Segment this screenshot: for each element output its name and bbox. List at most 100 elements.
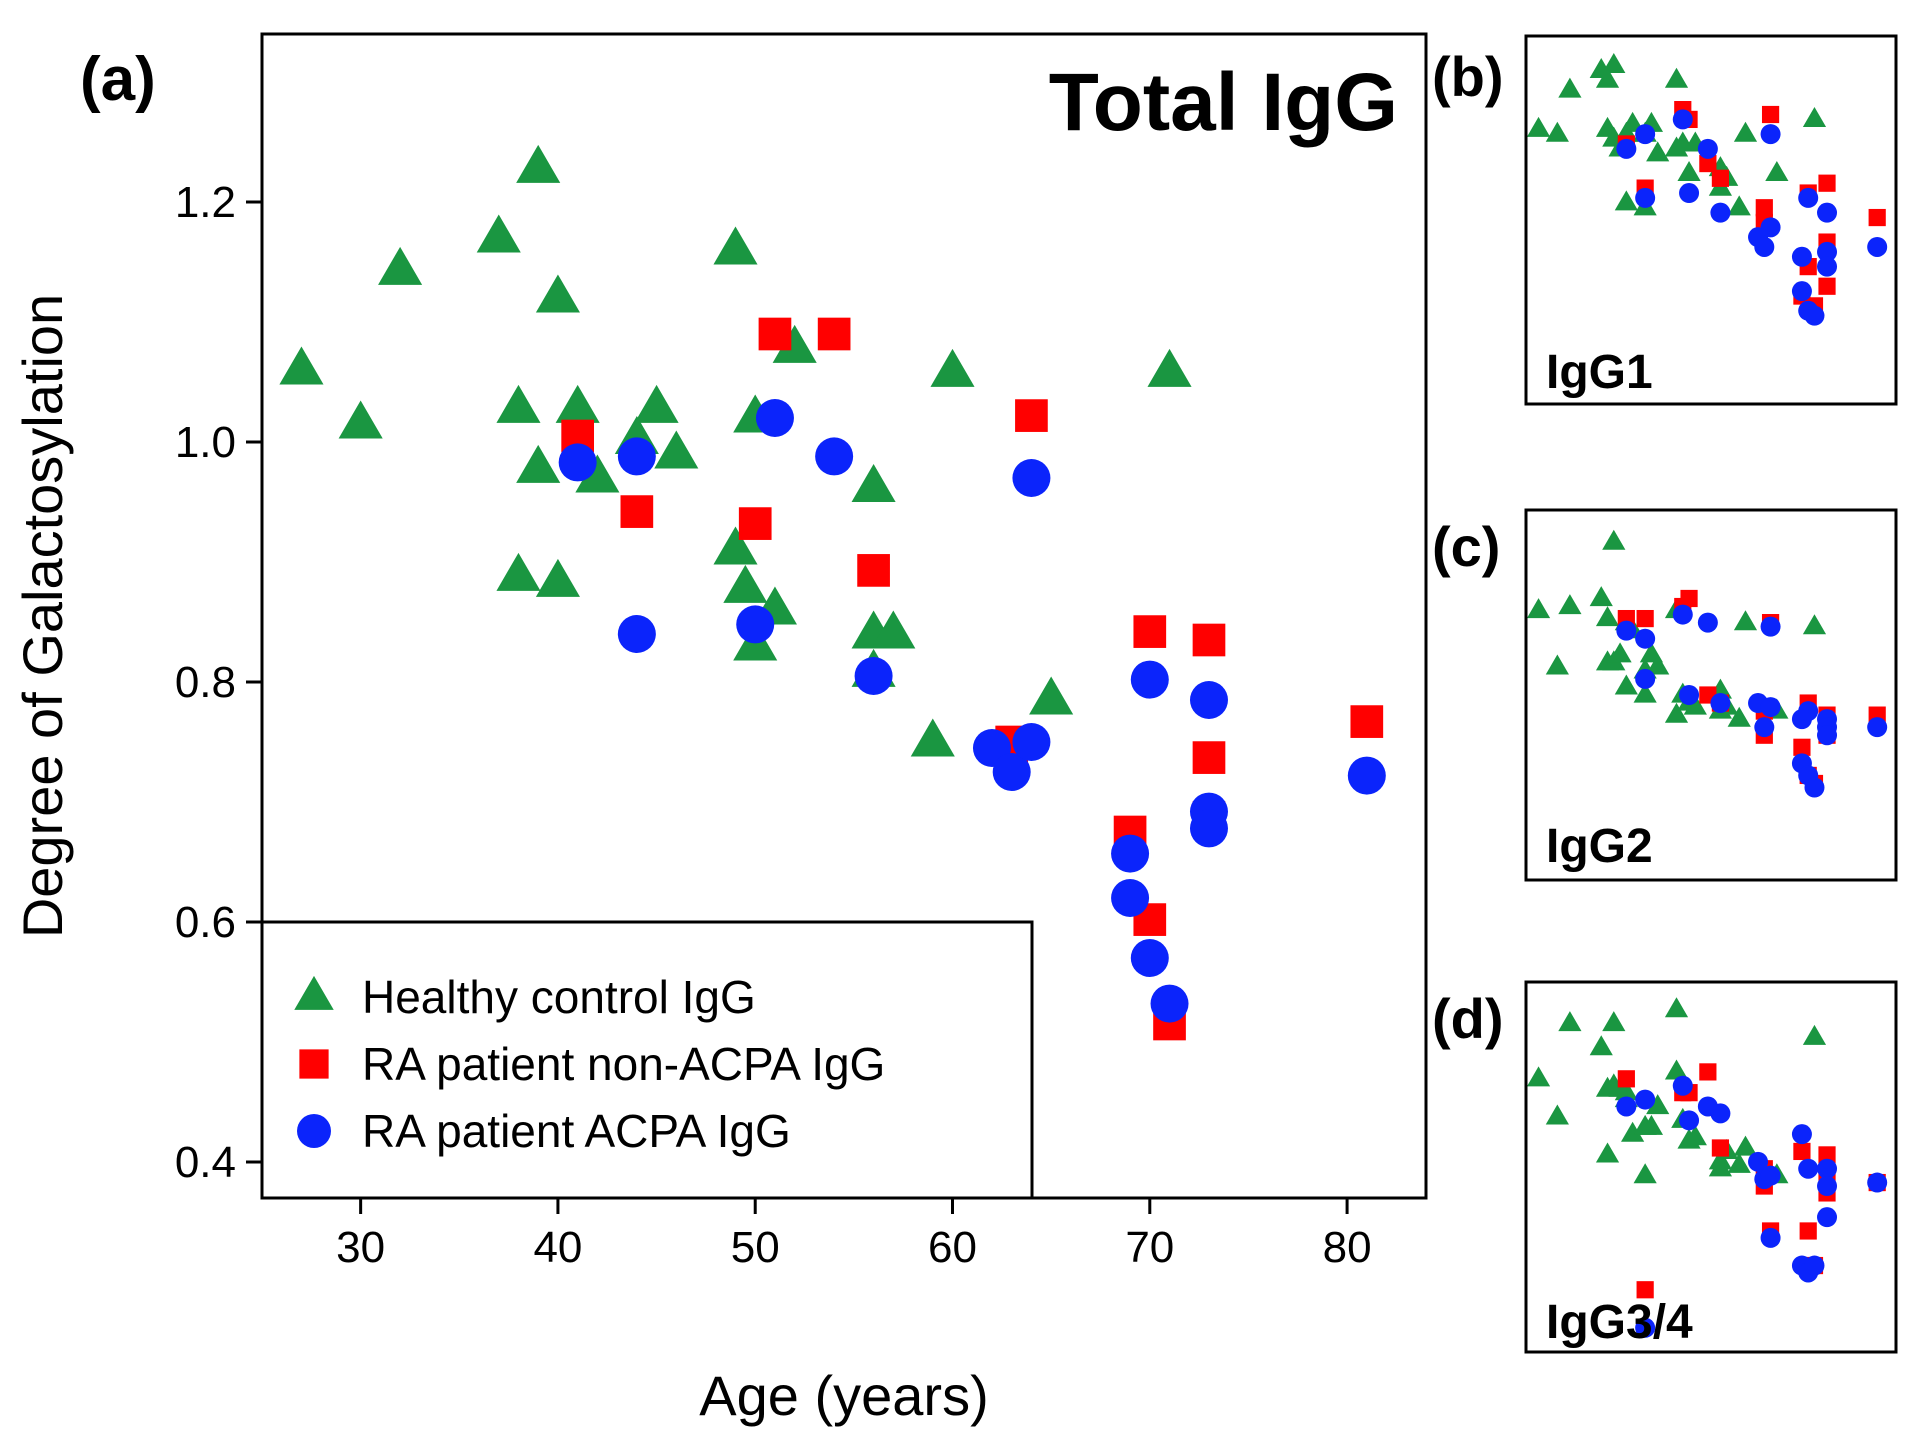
inset-data-point-acpa bbox=[1791, 1124, 1812, 1145]
inset-data-point-acpa bbox=[1867, 1172, 1888, 1193]
inset-data-point-nonacpa bbox=[1636, 1281, 1654, 1299]
inset-data-point-healthy bbox=[1708, 1156, 1733, 1177]
inset-igg34-frame bbox=[1524, 980, 1898, 1354]
data-point-healthy bbox=[1147, 348, 1192, 387]
data-point-healthy bbox=[496, 552, 541, 591]
inset-data-point-healthy bbox=[1526, 598, 1551, 619]
data-point-acpa bbox=[1189, 681, 1228, 719]
inset-data-point-healthy bbox=[1664, 997, 1689, 1018]
data-point-acpa bbox=[617, 615, 656, 653]
inset-data-point-nonacpa bbox=[1617, 1070, 1635, 1088]
inset-plot-igg2: IgG2 bbox=[1524, 508, 1898, 882]
inset-data-point-healthy bbox=[1558, 594, 1582, 615]
inset-data-point-healthy bbox=[1664, 1059, 1689, 1080]
data-point-acpa bbox=[755, 399, 794, 437]
inset-data-point-acpa bbox=[1748, 1151, 1769, 1172]
main-ticks-layer: 30 40 50 60 70 80 0.4 0.6 0.8 1.0 1.2 bbox=[175, 178, 1372, 1272]
inset-data-point-healthy bbox=[1545, 654, 1569, 675]
data-point-healthy bbox=[516, 444, 561, 483]
inset-data-point-healthy bbox=[1802, 107, 1827, 128]
inset-data-point-healthy bbox=[1639, 1114, 1664, 1135]
inset-data-point-acpa bbox=[1710, 202, 1731, 223]
inset-data-point-healthy bbox=[1589, 586, 1613, 607]
inset-data-point-acpa bbox=[1697, 138, 1718, 159]
inset-data-point-acpa bbox=[1804, 777, 1825, 798]
inset-data-point-acpa bbox=[1760, 1227, 1781, 1248]
inset-data-point-acpa bbox=[1798, 701, 1819, 722]
data-point-healthy bbox=[338, 400, 383, 439]
data-point-healthy bbox=[713, 226, 758, 265]
x-axis-title: Age (years) bbox=[699, 1364, 988, 1427]
inset-data-point-acpa bbox=[1760, 616, 1781, 637]
y-tick-label: 1.2 bbox=[175, 178, 236, 227]
x-tick-label: 70 bbox=[1125, 1223, 1174, 1272]
inset-data-point-healthy bbox=[1558, 1011, 1582, 1032]
legend-box bbox=[260, 920, 1034, 1200]
data-point-healthy bbox=[851, 464, 896, 503]
data-point-nonacpa bbox=[1133, 615, 1167, 648]
inset-data-point-acpa bbox=[1760, 697, 1781, 718]
inset-data-point-healthy bbox=[1602, 53, 1626, 74]
main-plot: 30 40 50 60 70 80 0.4 0.6 0.8 1.0 1.2 Total IgG Ag… bbox=[11, 32, 1428, 1427]
inset-data-point-healthy bbox=[1727, 706, 1751, 727]
legend-symbol-acpa bbox=[297, 1114, 331, 1148]
legend-label-acpa: RA patient ACPA IgG bbox=[362, 1105, 791, 1157]
inset-igg1-points-layer bbox=[1526, 53, 1888, 326]
inset-data-point-acpa bbox=[1817, 1158, 1838, 1179]
inset-data-point-acpa bbox=[1616, 1096, 1637, 1117]
data-point-acpa bbox=[854, 657, 893, 695]
inset-data-point-healthy bbox=[1621, 1121, 1645, 1142]
inset-data-point-acpa bbox=[1804, 305, 1825, 326]
inset-data-point-acpa bbox=[1817, 256, 1838, 277]
inset-data-point-healthy bbox=[1545, 121, 1569, 142]
legend-symbol-nonacpa bbox=[299, 1049, 329, 1079]
inset-data-point-acpa bbox=[1754, 717, 1775, 738]
inset-data-point-nonacpa bbox=[1699, 154, 1717, 173]
data-point-acpa bbox=[617, 437, 656, 476]
data-point-healthy bbox=[516, 144, 561, 183]
data-point-healthy bbox=[476, 214, 521, 253]
legend-marker-acpa bbox=[297, 1114, 331, 1148]
inset-data-point-acpa bbox=[1697, 612, 1718, 633]
inset-data-point-healthy bbox=[1558, 77, 1582, 98]
inset-igg1-frame bbox=[1524, 34, 1898, 406]
inset-data-point-acpa bbox=[1710, 693, 1731, 714]
data-point-healthy bbox=[910, 718, 955, 757]
inset-data-point-acpa bbox=[1798, 187, 1819, 208]
inset-data-point-healthy bbox=[1595, 1142, 1620, 1163]
data-point-healthy bbox=[930, 348, 975, 387]
inset-data-point-healthy bbox=[1633, 682, 1657, 703]
inset-data-point-acpa bbox=[1679, 183, 1700, 204]
inset-data-point-healthy bbox=[1733, 610, 1758, 631]
inset-data-point-healthy bbox=[1602, 529, 1626, 550]
inset-plot-igg1: IgG1 bbox=[1524, 34, 1898, 406]
x-tick-label: 80 bbox=[1323, 1223, 1372, 1272]
inset-data-point-healthy bbox=[1614, 674, 1638, 695]
inset-data-point-acpa bbox=[1635, 628, 1656, 649]
data-point-healthy bbox=[535, 274, 580, 313]
data-point-healthy bbox=[535, 558, 580, 597]
data-point-healthy bbox=[575, 454, 620, 493]
inset-igg34-title: IgG3/4 bbox=[1546, 1296, 1693, 1349]
inset-data-point-healthy bbox=[1664, 702, 1689, 723]
x-tick-label: 30 bbox=[336, 1223, 385, 1272]
data-point-acpa bbox=[1130, 939, 1169, 977]
inset-data-point-acpa bbox=[1760, 217, 1781, 238]
inset-data-point-acpa bbox=[1867, 236, 1888, 257]
inset-data-point-nonacpa bbox=[1711, 1139, 1730, 1157]
inset-data-point-acpa bbox=[1760, 1165, 1781, 1186]
data-point-acpa bbox=[1012, 723, 1051, 761]
data-point-healthy bbox=[555, 384, 600, 423]
inset-data-point-acpa bbox=[1798, 1158, 1819, 1179]
panel-c-label: (c) bbox=[1432, 515, 1500, 578]
y-tick-label: 0.4 bbox=[175, 1138, 236, 1187]
inset-data-point-nonacpa bbox=[1699, 1063, 1717, 1081]
inset-data-point-acpa bbox=[1616, 620, 1637, 641]
inset-data-point-healthy bbox=[1802, 1024, 1827, 1045]
main-points-layer bbox=[279, 144, 1386, 1041]
data-point-healthy bbox=[279, 346, 324, 385]
panel-b-label: (b) bbox=[1432, 45, 1504, 108]
inset-data-point-healthy bbox=[1646, 141, 1670, 162]
inset-data-point-nonacpa bbox=[1755, 199, 1773, 217]
inset-data-point-acpa bbox=[1710, 1103, 1731, 1124]
